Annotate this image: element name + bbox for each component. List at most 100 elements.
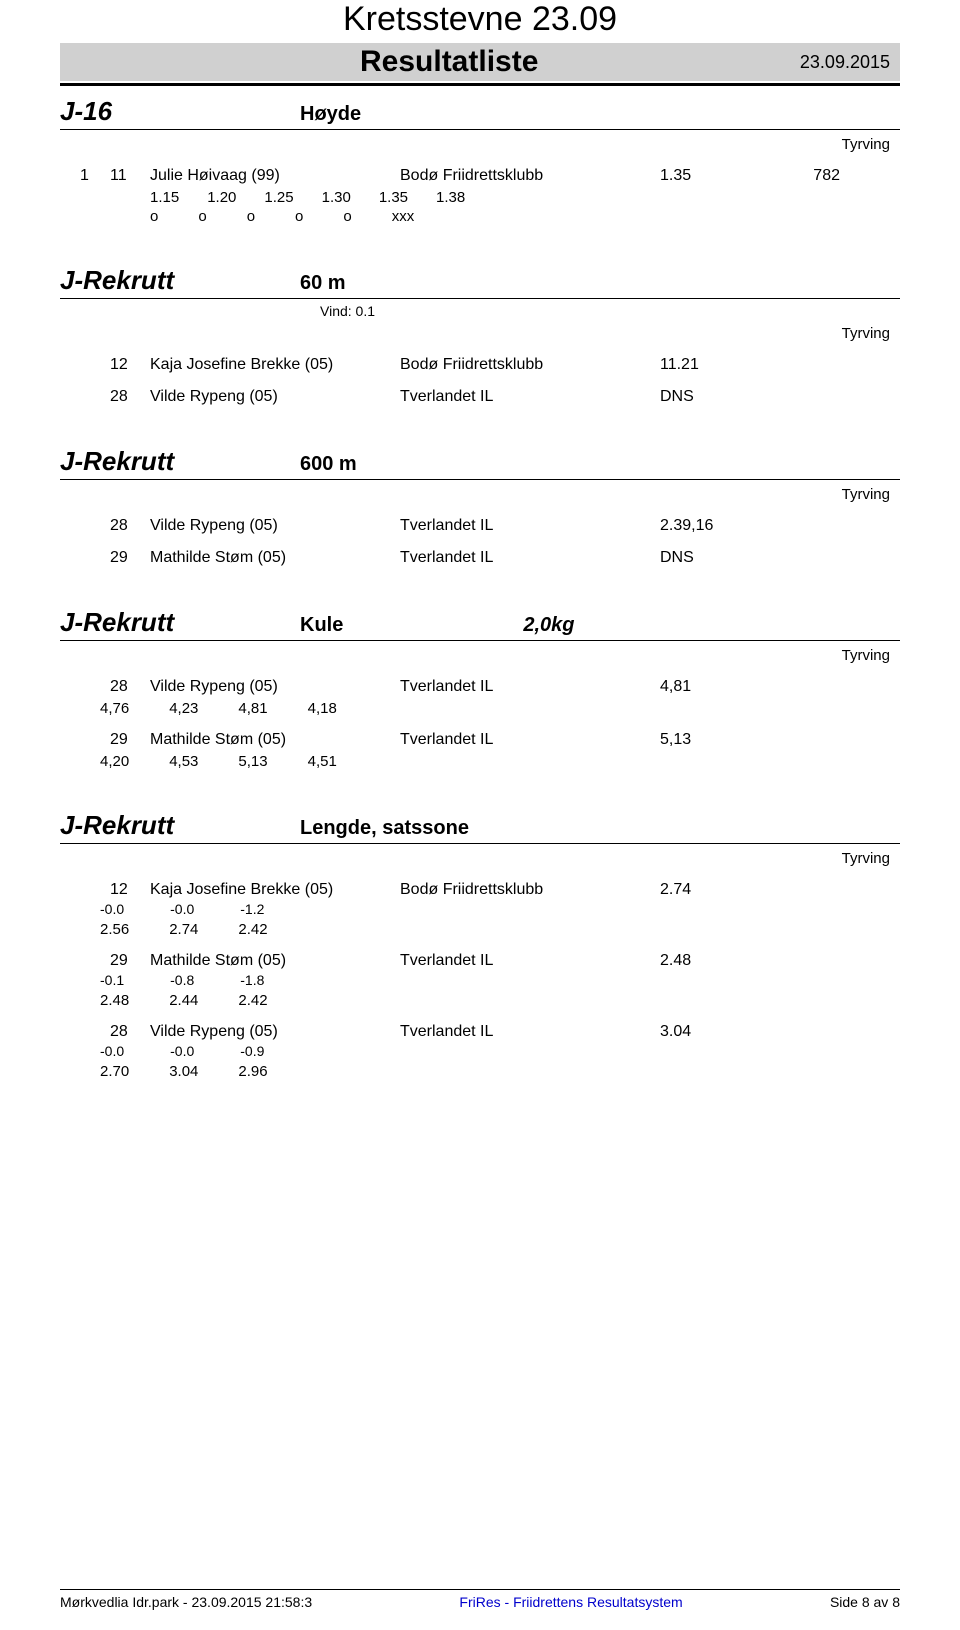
points [780, 731, 840, 749]
result: DNS [660, 388, 780, 406]
event-label: Kule [300, 614, 343, 637]
category-label: J-Rekrutt [60, 810, 300, 841]
page-footer: Mørkvedlia Idr.park - 23.09.2015 21:58:3… [60, 1589, 900, 1610]
tyrving-label: Tyrving [60, 850, 900, 867]
club: Tverlandet IL [400, 678, 660, 696]
result: DNS [660, 549, 780, 567]
wind-label: Vind: 0.1 [320, 303, 900, 319]
bib: 28 [110, 517, 150, 535]
place [80, 731, 110, 749]
tyrving-label: Tyrving [60, 325, 900, 342]
event-label: Høyde [300, 103, 361, 126]
result: 1.35 [660, 167, 780, 185]
attempt-winds: -0.0 -0.0 -0.9 [60, 1043, 900, 1059]
points [780, 1023, 840, 1041]
header-underline [60, 83, 900, 86]
height-value: 1.20 [207, 189, 236, 206]
mark-value: o [150, 208, 158, 225]
club: Tverlandet IL [400, 1023, 660, 1041]
mark-value: o [295, 208, 303, 225]
series-value: 2.70 [100, 1063, 129, 1080]
result: 3.04 [660, 1023, 780, 1041]
wind-value: -0.1 [100, 972, 124, 988]
wind-value: -0.0 [100, 901, 124, 917]
series-value: 4,76 [100, 700, 129, 717]
result-row: 28Vilde Rypeng (05)Tverlandet IL4,81 [60, 678, 900, 696]
bib: 29 [110, 952, 150, 970]
series-value: 4,51 [308, 753, 337, 770]
result-row: 29Mathilde Støm (05)Tverlandet ILDNS [60, 549, 900, 567]
wind-value: -1.8 [240, 972, 264, 988]
points [780, 388, 840, 406]
wind-value: -0.0 [100, 1043, 124, 1059]
mark-value: o [198, 208, 206, 225]
attempt-winds: -0.1 -0.8 -1.8 [60, 972, 900, 988]
wind-value: -0.0 [170, 1043, 194, 1059]
result-row: 12Kaja Josefine Brekke (05)Bodø Friidret… [60, 881, 900, 899]
points [780, 356, 840, 374]
result-row: 29Mathilde Støm (05)Tverlandet IL2.48 [60, 952, 900, 970]
wind-value: -0.8 [170, 972, 194, 988]
result-row: 29Mathilde Støm (05)Tverlandet IL5,13 [60, 731, 900, 749]
club: Tverlandet IL [400, 731, 660, 749]
event-weight: 2,0kg [523, 614, 574, 637]
height-value: 1.38 [436, 189, 465, 206]
series-value: 5,13 [238, 753, 267, 770]
mark-value: o [343, 208, 351, 225]
athlete-name: Mathilde Støm (05) [150, 952, 400, 970]
tyrving-label: Tyrving [60, 647, 900, 664]
footer-left: Mørkvedlia Idr.park - 23.09.2015 21:58:3 [60, 1594, 312, 1610]
place [80, 517, 110, 535]
height-value: 1.35 [379, 189, 408, 206]
series-value: 3.04 [169, 1063, 198, 1080]
result: 2.39,16 [660, 517, 780, 535]
header-date: 23.09.2015 [800, 52, 890, 73]
height-value: 1.25 [264, 189, 293, 206]
category-label: J-16 [60, 96, 300, 127]
series-row: 4,204,535,134,51 [60, 753, 900, 770]
points [780, 549, 840, 567]
result: 2.48 [660, 952, 780, 970]
mark-value: o [247, 208, 255, 225]
series-value: 2.42 [238, 921, 267, 938]
series-value: 2.74 [169, 921, 198, 938]
place [80, 952, 110, 970]
series-row: 2.703.042.96 [60, 1063, 900, 1080]
height-value: 1.30 [322, 189, 351, 206]
series-value: 4,81 [238, 700, 267, 717]
section-header: J-RekruttKule 2,0kg [60, 607, 900, 641]
series-value: 4,53 [169, 753, 198, 770]
athlete-name: Vilde Rypeng (05) [150, 1023, 400, 1041]
athlete-name: Vilde Rypeng (05) [150, 517, 400, 535]
place [80, 388, 110, 406]
result-row: 28Vilde Rypeng (05)Tverlandet ILDNS [60, 388, 900, 406]
section-header: J-RekruttLengde, satssone [60, 810, 900, 844]
points [780, 952, 840, 970]
bib: 28 [110, 678, 150, 696]
series-value: 2.56 [100, 921, 129, 938]
points: 782 [780, 167, 840, 185]
club: Tverlandet IL [400, 952, 660, 970]
club: Bodø Friidrettsklubb [400, 356, 660, 374]
bib: 12 [110, 881, 150, 899]
result: 2.74 [660, 881, 780, 899]
athlete-name: Julie Høivaag (99) [150, 167, 400, 185]
category-label: J-Rekrutt [60, 446, 300, 477]
club: Bodø Friidrettsklubb [400, 167, 660, 185]
bib: 28 [110, 1023, 150, 1041]
marks-row: oooooxxx [60, 208, 900, 225]
series-value: 4,23 [169, 700, 198, 717]
athlete-name: Kaja Josefine Brekke (05) [150, 356, 400, 374]
club: Bodø Friidrettsklubb [400, 881, 660, 899]
bib: 12 [110, 356, 150, 374]
points [780, 881, 840, 899]
wind-value: -0.9 [240, 1043, 264, 1059]
category-label: J-Rekrutt [60, 607, 300, 638]
athlete-name: Kaja Josefine Brekke (05) [150, 881, 400, 899]
result-row: 28Vilde Rypeng (05)Tverlandet IL3.04 [60, 1023, 900, 1041]
section-header: J-Rekrutt60 m [60, 265, 900, 299]
height-value: 1.15 [150, 189, 179, 206]
place [80, 1023, 110, 1041]
club: Tverlandet IL [400, 517, 660, 535]
place [80, 881, 110, 899]
